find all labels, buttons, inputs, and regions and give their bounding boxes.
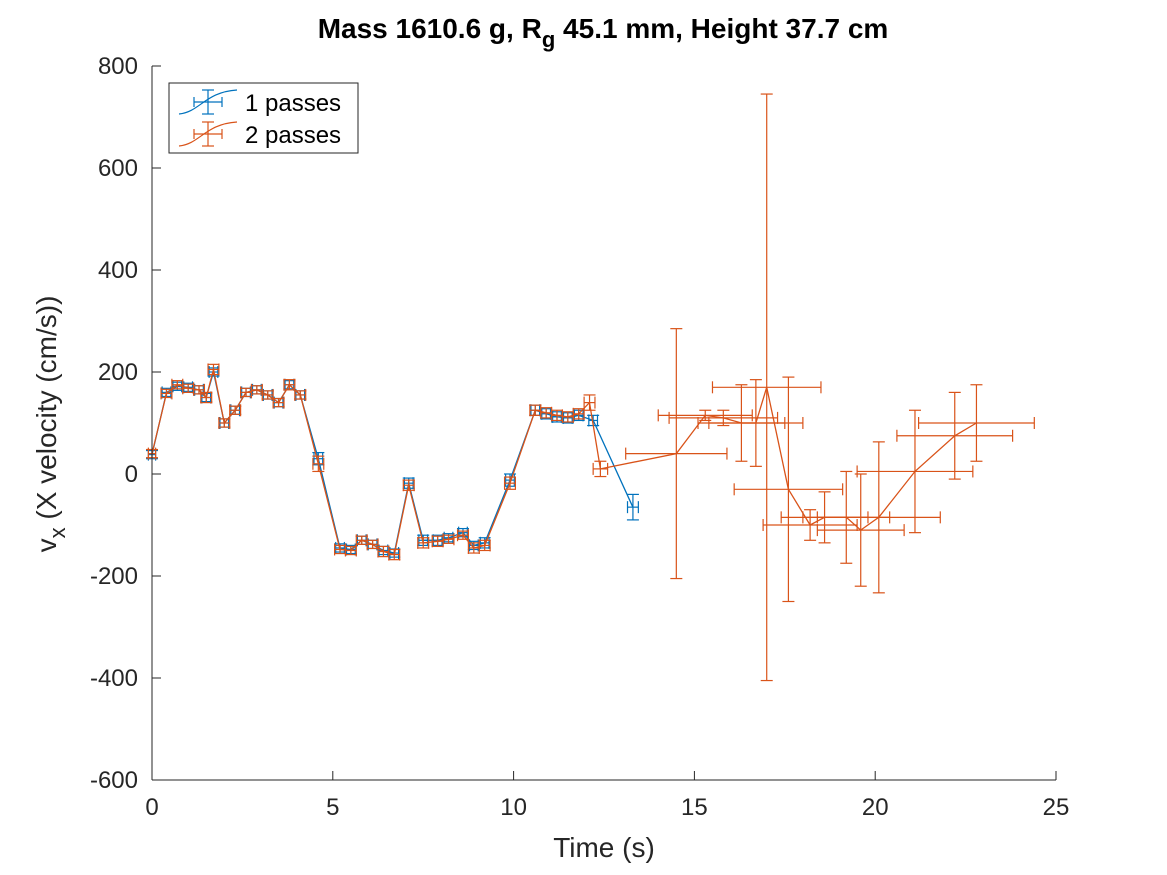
legend-label-1-passes: 1 passes [245, 90, 341, 117]
data-point-2-passes [856, 409, 974, 534]
y-tick-label: -200 [90, 563, 138, 590]
y-tick-label: 600 [98, 155, 138, 182]
legend-icon-1-passes [178, 89, 238, 115]
data-point-2-passes [160, 387, 173, 400]
data-point-2-passes [668, 409, 779, 427]
data-point-2-passes [334, 543, 347, 556]
data-point-2-passes [171, 378, 184, 391]
y-tick-label: 200 [98, 359, 138, 386]
y-tick-label: -600 [90, 767, 138, 794]
data-point-2-passes [816, 441, 941, 594]
legend-errorbar-icon [178, 89, 238, 115]
data-point-2-passes [355, 534, 368, 547]
data-point-2-passes [762, 509, 858, 541]
data-point-2-passes [402, 479, 415, 492]
data-point-2-passes [478, 539, 491, 552]
data-point-2-passes [442, 533, 455, 546]
data-point-2-passes [250, 383, 263, 396]
chart-title: Mass 1610.6 g, Rg 45.1 mm, Height 37.7 c… [318, 13, 889, 52]
data-point-2-passes [192, 383, 206, 396]
data-point-2-passes [733, 376, 844, 603]
data-point-2-passes [583, 394, 596, 411]
x-tick-label: 20 [862, 794, 889, 821]
data-point-2-passes [283, 378, 296, 391]
data-point-2-passes [261, 388, 274, 401]
legend-icon-2-passes [178, 121, 238, 147]
x-tick-label: 5 [326, 794, 339, 821]
legend: 1 passes 2 passes [168, 82, 359, 154]
legend-label-2-passes: 2 passes [245, 122, 341, 149]
data-point-2-passes [572, 407, 585, 420]
data-point-1-passes [587, 414, 600, 427]
y-axis: -600 -400 -200 0 200 400 600 800 [90, 53, 161, 794]
data-point-2-passes [182, 382, 195, 395]
y-tick-label: 0 [125, 461, 138, 488]
data-point-2-passes [561, 410, 574, 423]
data-point-2-passes [896, 391, 1014, 480]
x-tick-label: 25 [1043, 794, 1070, 821]
data-point-2-passes [344, 544, 357, 557]
data-point-2-passes [503, 476, 517, 490]
data-point-2-passes [917, 384, 1035, 462]
series-line-2-passes [151, 369, 977, 556]
x-axis-label: Time (s) [553, 832, 655, 863]
data-point-2-passes [239, 386, 253, 399]
series-2-passes [146, 93, 1035, 682]
data-point-2-passes [207, 363, 220, 376]
data-point-1-passes [626, 493, 639, 521]
data-point-2-passes [272, 396, 285, 409]
legend-errorbar-icon [178, 121, 238, 147]
data-point-2-passes [294, 388, 307, 401]
y-axis-label: vx (X velocity (cm/s)) [31, 296, 70, 553]
data-point-2-passes [229, 404, 242, 417]
x-tick-label: 10 [500, 794, 527, 821]
data-point-2-passes [467, 541, 480, 554]
x-tick-label: 0 [145, 794, 158, 821]
data-point-2-passes [218, 417, 231, 429]
data-point-2-passes [708, 379, 804, 467]
data-point-2-passes [200, 391, 213, 404]
data-point-2-passes [417, 536, 430, 549]
x-tick-label: 15 [681, 794, 708, 821]
plot-area [146, 93, 1035, 682]
data-point-2-passes [592, 460, 609, 478]
data-point-2-passes [366, 538, 379, 551]
data-point-2-passes [456, 529, 469, 542]
data-point-2-passes [312, 455, 325, 473]
y-tick-label: -400 [90, 665, 138, 692]
y-tick-label: 800 [98, 53, 138, 80]
legend-box [168, 82, 359, 154]
data-point-2-passes [711, 93, 822, 682]
y-tick-label: 400 [98, 257, 138, 284]
data-point-2-passes [388, 548, 401, 561]
data-point-2-passes [625, 328, 728, 580]
x-axis: 0 5 10 15 20 25 [145, 771, 1069, 821]
data-point-2-passes [657, 409, 753, 422]
